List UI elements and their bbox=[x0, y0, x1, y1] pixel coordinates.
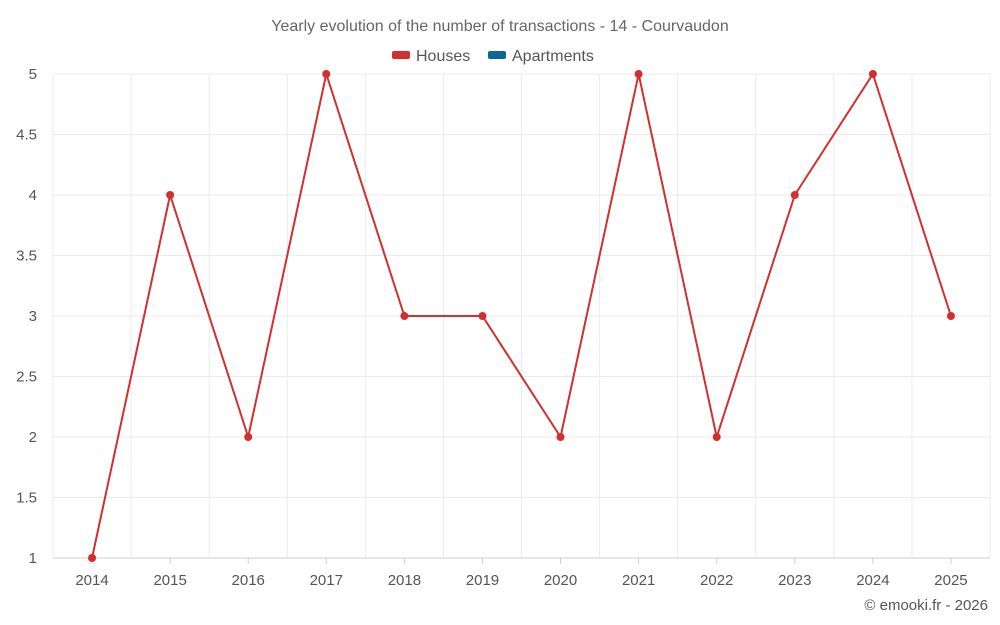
data-point-houses-2021[interactable] bbox=[634, 70, 643, 78]
y-tick-label: 1 bbox=[29, 550, 37, 567]
chart-title: Yearly evolution of the number of transa… bbox=[271, 18, 728, 35]
x-tick-label: 2020 bbox=[544, 572, 577, 589]
x-axis-ticks: 2014 2015 2016 2017 2018 2019 2020 2021 2022 2023… bbox=[75, 558, 968, 589]
legend-swatch-apartments bbox=[488, 51, 506, 59]
x-tick-label: 2016 bbox=[232, 572, 265, 589]
legend-item-apartments[interactable]: Apartments bbox=[488, 48, 594, 65]
legend-swatch-houses bbox=[392, 51, 410, 59]
legend-label-houses: Houses bbox=[416, 48, 470, 65]
data-point-houses-2022[interactable] bbox=[712, 433, 721, 441]
x-tick-label: 2023 bbox=[778, 572, 811, 589]
x-tick-label: 2024 bbox=[856, 572, 889, 589]
y-tick-label: 1.5 bbox=[16, 490, 37, 507]
credit-text: © emooki.fr - 2026 bbox=[864, 597, 988, 614]
legend: Houses Apartments bbox=[392, 48, 594, 65]
y-tick-label: 4.5 bbox=[16, 127, 37, 144]
x-tick-label: 2018 bbox=[388, 572, 421, 589]
data-point-houses-2025[interactable] bbox=[946, 312, 955, 320]
x-tick-label: 2025 bbox=[934, 572, 967, 589]
x-tick-label: 2022 bbox=[700, 572, 733, 589]
y-tick-label: 2.5 bbox=[16, 369, 37, 386]
y-tick-label: 5 bbox=[29, 66, 37, 83]
data-point-houses-2024[interactable] bbox=[868, 70, 877, 78]
legend-label-apartments: Apartments bbox=[512, 48, 594, 65]
grid bbox=[52, 73, 991, 559]
y-tick-label: 2 bbox=[29, 429, 37, 446]
data-point-houses-2015[interactable] bbox=[166, 191, 175, 199]
x-tick-label: 2015 bbox=[153, 572, 186, 589]
legend-item-houses[interactable]: Houses bbox=[392, 48, 470, 65]
y-tick-label: 3.5 bbox=[16, 248, 37, 265]
data-point-houses-2020[interactable] bbox=[556, 433, 565, 441]
y-tick-label: 3 bbox=[29, 308, 37, 325]
data-point-houses-2018[interactable] bbox=[400, 312, 409, 320]
series-houses bbox=[88, 70, 955, 562]
x-tick-label: 2017 bbox=[310, 572, 343, 589]
data-point-houses-2017[interactable] bbox=[322, 70, 331, 78]
x-tick-label: 2021 bbox=[622, 572, 655, 589]
y-axis-ticks: 1 1.5 2 2.5 3 3.5 4 4.5 5 bbox=[16, 66, 37, 567]
data-point-houses-2023[interactable] bbox=[790, 191, 799, 199]
data-point-houses-2014[interactable] bbox=[88, 554, 97, 562]
y-tick-label: 4 bbox=[29, 187, 37, 204]
data-point-houses-2016[interactable] bbox=[244, 433, 253, 441]
series-line-houses bbox=[91, 73, 952, 559]
x-tick-label: 2019 bbox=[466, 572, 499, 589]
data-point-houses-2019[interactable] bbox=[478, 312, 487, 320]
x-tick-label: 2014 bbox=[75, 572, 108, 589]
